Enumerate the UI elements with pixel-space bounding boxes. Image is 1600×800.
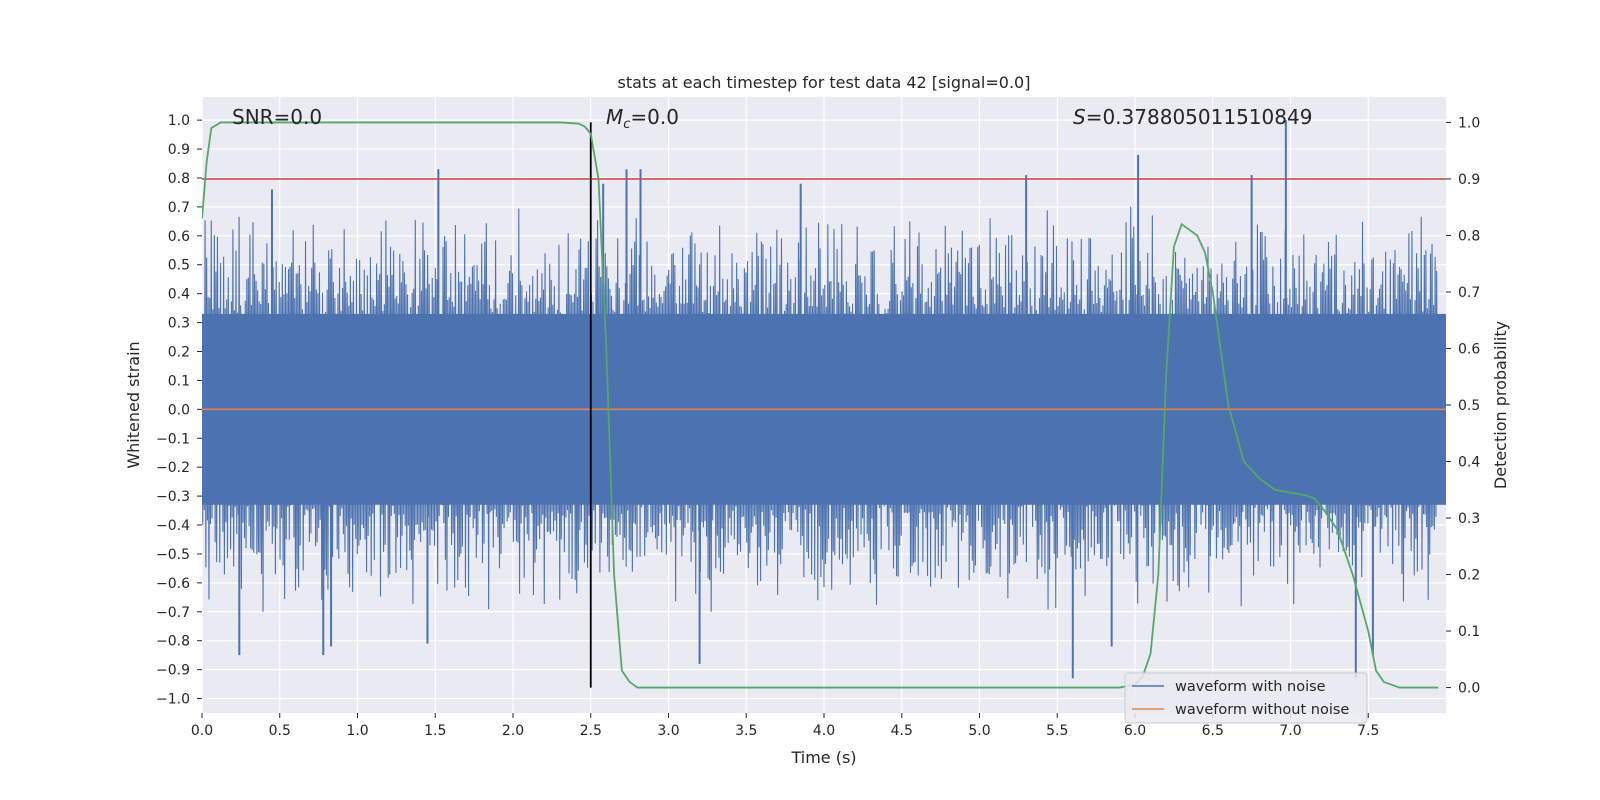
y-tick-label: 0.2	[168, 344, 190, 360]
x-tick-label: 6.5	[1202, 723, 1224, 739]
x-tick-label: 7.0	[1279, 723, 1301, 739]
x-tick-label: 0.5	[269, 723, 291, 739]
y-tick-label: −0.3	[156, 489, 190, 505]
x-tick-label: 7.5	[1357, 723, 1379, 739]
y2-tick-label: 0.1	[1458, 624, 1480, 640]
y-tick-label: −0.5	[156, 547, 190, 563]
y-tick-label: 0.5	[168, 258, 190, 274]
y-tick-label: 0.1	[168, 373, 190, 389]
x-tick-label: 2.0	[502, 723, 524, 739]
y-tick-label: 0.4	[168, 287, 190, 303]
y-tick-label: 0.9	[168, 142, 190, 158]
x-tick-label: 1.5	[424, 723, 446, 739]
y2-tick-label: 0.8	[1458, 228, 1480, 244]
x-tick-label: 4.0	[813, 723, 835, 739]
chirp-mass-annotation: Mc=0.0	[606, 105, 679, 132]
y2-tick-label: 0.2	[1458, 568, 1480, 584]
y-tick-label: −0.6	[156, 576, 190, 592]
legend: waveform with noise waveform without noi…	[1124, 672, 1368, 724]
y-tick-label: 0.8	[168, 171, 190, 187]
x-tick-label: 4.5	[891, 723, 913, 739]
y2-tick-label: 1.0	[1458, 115, 1480, 131]
y-tick-label: 1.0	[168, 113, 190, 129]
x-tick-label: 6.0	[1124, 723, 1146, 739]
y-tick-label: 0.0	[168, 402, 190, 418]
y-tick-label: −0.2	[156, 460, 190, 476]
y-tick-label: 0.7	[168, 200, 190, 216]
x-tick-label: 0.0	[191, 723, 213, 739]
chart-title: stats at each timestep for test data 42 …	[618, 73, 1031, 92]
x-tick-label: 5.5	[1046, 723, 1068, 739]
y-tick-label: −0.7	[156, 605, 190, 621]
y2-tick-label: 0.4	[1458, 455, 1480, 471]
y2-tick-label: 0.9	[1458, 172, 1480, 188]
y2-tick-label: 0.5	[1458, 398, 1480, 414]
y-tick-label: 0.3	[168, 316, 190, 332]
y-tick-label: 0.6	[168, 229, 190, 245]
legend-label-noise: waveform with noise	[1175, 679, 1326, 695]
y-tick-label: −0.8	[156, 634, 190, 650]
y2-tick-label: 0.6	[1458, 341, 1480, 357]
score-annotation: S=0.378805011510849	[1073, 105, 1312, 129]
detection-probability-line	[202, 121, 1439, 689]
legend-box	[1124, 672, 1368, 724]
plot-content	[202, 120, 1446, 689]
x-tick-label: 3.0	[657, 723, 679, 739]
y2-axis-label: Detection probability	[1491, 321, 1510, 489]
y-tick-label: −0.4	[156, 518, 190, 534]
snr-annotation: SNR=0.0	[232, 105, 322, 129]
legend-label-clean: waveform without noise	[1175, 702, 1349, 718]
x-tick-label: 1.0	[346, 723, 368, 739]
y-tick-label: −0.1	[156, 431, 190, 447]
y-tick-label: −1.0	[156, 692, 190, 708]
y2-tick-label: 0.3	[1458, 511, 1480, 527]
x-tick-label: 5.0	[968, 723, 990, 739]
y-tick-label: −0.9	[156, 663, 190, 679]
y2-tick-label: 0.0	[1458, 681, 1480, 697]
axes: 0.0 0.5 1.0 1.5 2.0 2.5 3.0 3.5 4.0 4.5 5.0 5.5 6.0 6…	[156, 113, 1480, 739]
y2-tick-label: 0.7	[1458, 285, 1480, 301]
x-tick-label: 2.5	[580, 723, 602, 739]
x-tick-label: 3.5	[735, 723, 757, 739]
y-axis-label: Whitened strain	[124, 341, 143, 468]
x-axis-label: Time (s)	[790, 748, 856, 767]
